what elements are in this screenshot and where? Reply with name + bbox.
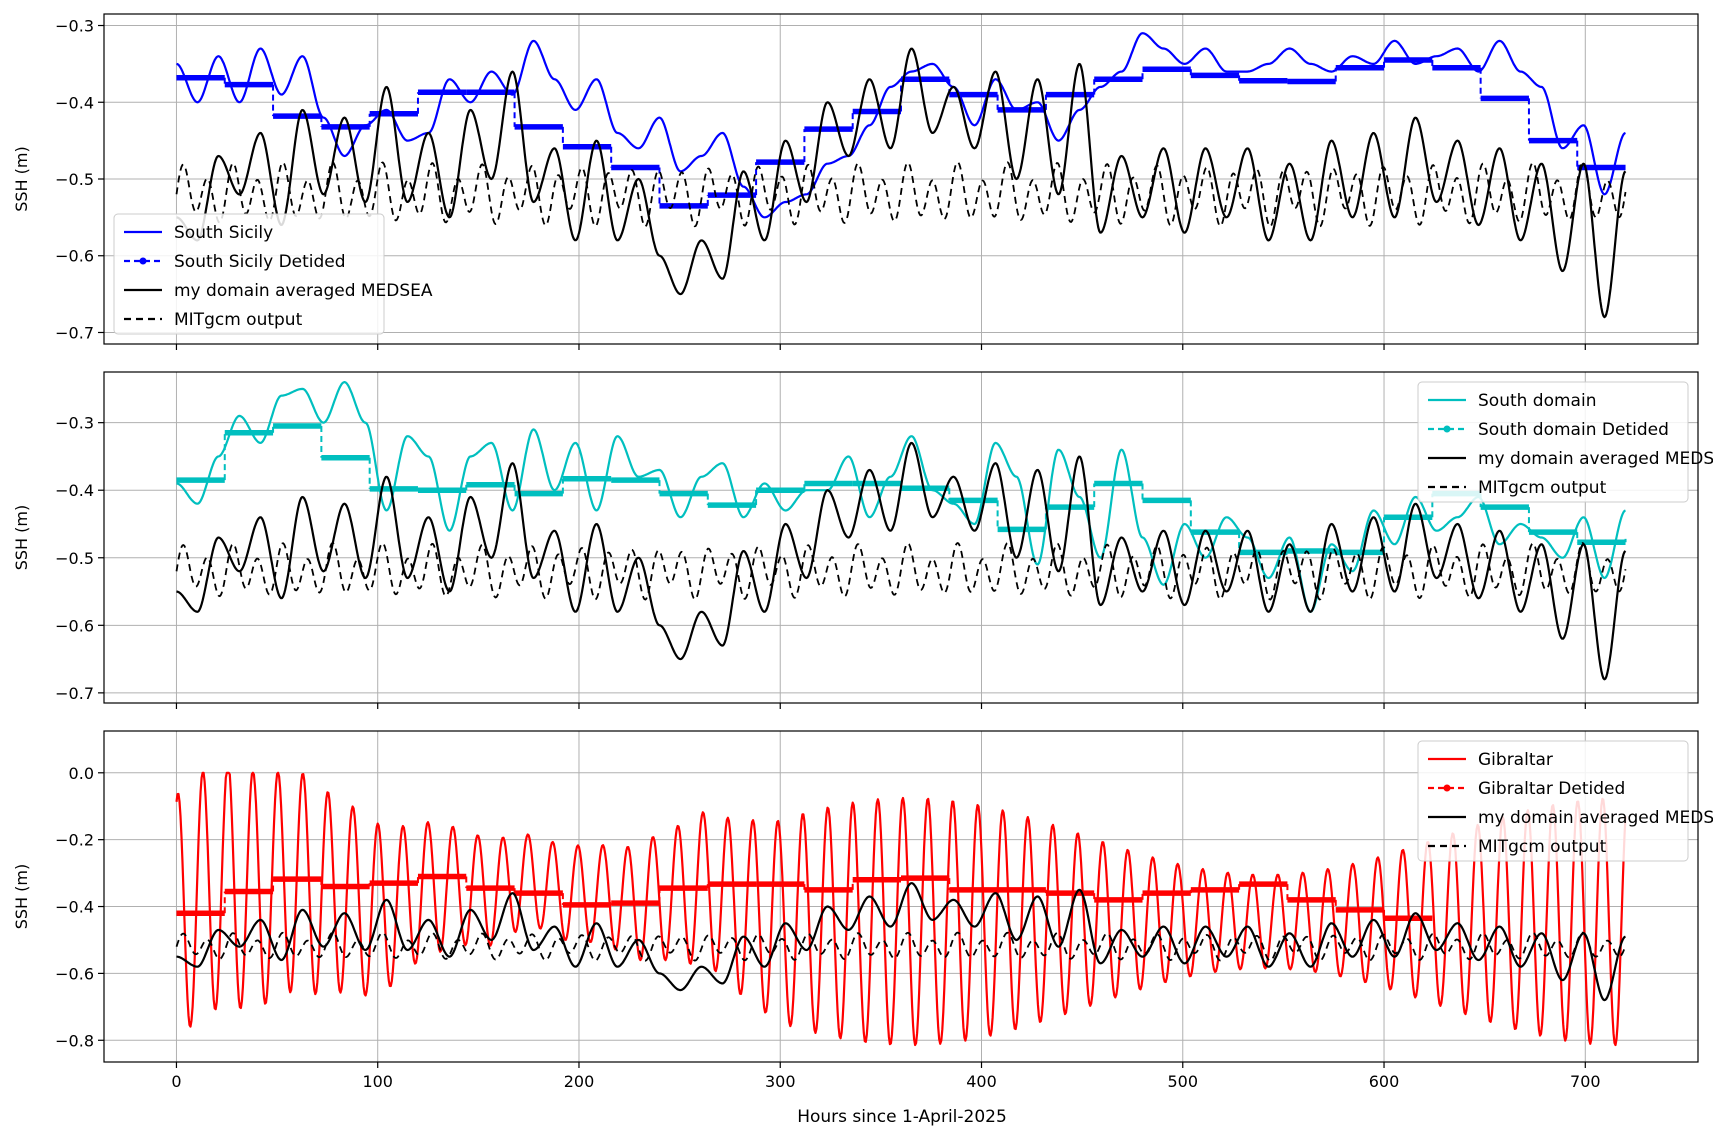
medsea-line xyxy=(176,47,1627,319)
mitgcm-line xyxy=(175,161,1627,228)
plot-area xyxy=(175,32,1627,319)
legend: South Sicily South Sicily Detided my domai… xyxy=(113,213,433,335)
legend-label: South Sicily Detided xyxy=(174,252,346,272)
y-tick-label: −0.8 xyxy=(55,1031,94,1050)
x-tick-label: 200 xyxy=(564,1072,595,1091)
y-axis-label: SSH (m) xyxy=(12,146,31,212)
y-tick-label: −0.6 xyxy=(55,247,94,266)
legend-box xyxy=(1417,740,1689,862)
y-tick-label: −0.3 xyxy=(55,414,94,433)
legend: Gibraltar Gibraltar Detided my domain aver… xyxy=(1417,740,1713,862)
legend-marker xyxy=(1443,784,1451,792)
series-line xyxy=(175,771,1627,1047)
x-axis-label: Hours since 1-April-2025 xyxy=(797,1107,1007,1127)
legend-label: South Sicily xyxy=(174,223,273,243)
legend-label: my domain averaged MEDSEA xyxy=(174,281,433,301)
x-tick-label: 300 xyxy=(765,1072,796,1091)
y-tick-label: −0.2 xyxy=(55,831,94,850)
legend-label: MITgcm output xyxy=(1478,478,1607,498)
legend-label: MITgcm output xyxy=(1478,837,1607,857)
axes-frame xyxy=(103,371,1699,704)
legend-box xyxy=(113,213,385,335)
legend-label: South domain Detided xyxy=(1478,420,1669,440)
panel-gibraltar: 0.0 −0.2 −0.4 −0.6 −0.8 0 100 200 300 400 500 600 70… xyxy=(12,730,1713,1091)
axes-frame xyxy=(103,730,1699,1063)
medsea-line xyxy=(176,441,1627,681)
legend-label: South domain xyxy=(1478,391,1596,411)
y-tick-label: −0.4 xyxy=(55,93,94,112)
x-tick-label: 400 xyxy=(966,1072,997,1091)
y-tick-label: −0.7 xyxy=(55,323,94,342)
legend-label: my domain averaged MEDSEA xyxy=(1478,449,1713,469)
y-tick-label: −0.4 xyxy=(55,898,94,917)
legend-label: Gibraltar xyxy=(1478,750,1553,770)
series-line xyxy=(176,381,1626,613)
x-tick-label: 700 xyxy=(1570,1072,1601,1091)
y-tick-label: −0.7 xyxy=(55,684,94,703)
legend-box xyxy=(1417,381,1689,503)
y-tick-label: −0.6 xyxy=(55,964,94,983)
legend-label: MITgcm output xyxy=(174,310,303,330)
x-tick-label: 100 xyxy=(362,1072,393,1091)
legend-label: Gibraltar Detided xyxy=(1478,779,1625,799)
y-tick-label: −0.5 xyxy=(55,170,94,189)
y-tick-label: −0.6 xyxy=(55,616,94,635)
axes-frame xyxy=(103,13,1699,345)
y-tick-label: 0.0 xyxy=(69,764,94,783)
y-tick-label: −0.4 xyxy=(55,481,94,500)
medsea-line xyxy=(176,882,1626,1002)
plot-area xyxy=(175,771,1627,1047)
x-tick-label: 0 xyxy=(171,1072,181,1091)
x-tick-label: 600 xyxy=(1369,1072,1400,1091)
legend-marker xyxy=(139,257,147,265)
mitgcm-line xyxy=(175,542,1627,601)
mitgcm-line xyxy=(175,931,1627,962)
y-tick-label: −0.5 xyxy=(55,549,94,568)
legend-label: my domain averaged MEDSEA xyxy=(1478,808,1713,828)
y-axis-label: SSH (m) xyxy=(12,505,31,571)
legend-marker xyxy=(1443,425,1451,433)
plot-area xyxy=(175,381,1627,681)
y-tick-label: −0.3 xyxy=(55,17,94,36)
x-tick-label: 500 xyxy=(1167,1072,1198,1091)
legend: South domain South domain Detided my domai… xyxy=(1417,381,1713,503)
y-axis-label: SSH (m) xyxy=(12,864,31,930)
